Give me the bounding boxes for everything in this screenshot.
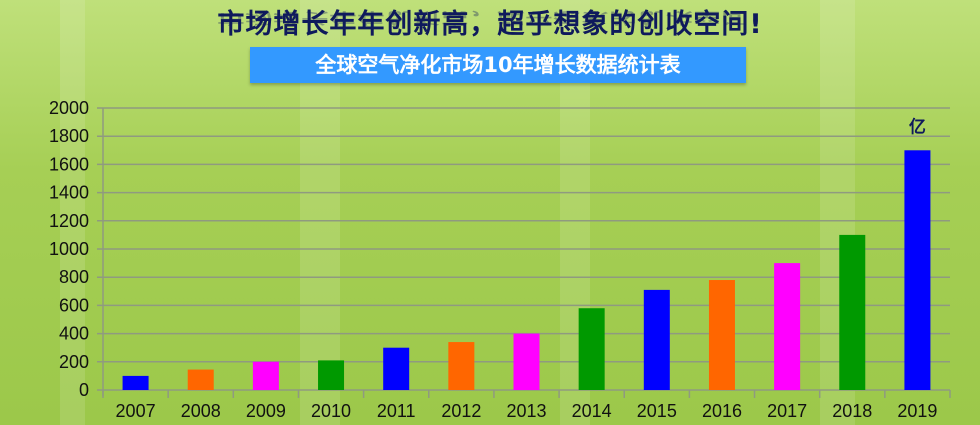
x-tick-label: 2007 [116,401,156,421]
y-tick-label: 2000 [49,98,89,118]
y-tick-label: 1200 [49,211,89,231]
bar-2008 [187,369,214,390]
x-tick-label: 2018 [832,401,872,421]
bar-2009 [252,361,279,390]
bar-2018 [839,234,866,390]
x-tick-label: 2017 [767,401,807,421]
y-tick-label: 600 [59,295,89,315]
x-tick-label: 2015 [637,401,677,421]
bar-2015 [643,289,670,390]
bar-2017 [774,263,801,390]
bar-2007 [122,375,149,390]
x-tick-label: 2011 [377,401,416,421]
bar-2012 [448,342,475,390]
chart-title: 全球空气净化市场10年增长数据统计表 [250,47,746,83]
bar-2014 [578,308,605,390]
x-tick-label: 2016 [702,401,742,421]
bar-2011 [383,347,410,390]
x-tick-label: 2014 [572,401,612,421]
bar-2010 [318,360,345,390]
background-stripe [60,0,85,425]
x-tick-label: 2012 [441,401,481,421]
y-tick-label: 1400 [49,183,89,203]
bar-2016 [708,280,735,390]
y-tick-label: 200 [59,352,89,372]
y-tick-label: 400 [59,324,89,344]
x-tick-label: 2008 [181,401,221,421]
unit-label: 亿 [909,116,926,137]
x-tick-label: 2009 [246,401,286,421]
headline: 市场增长年年创新高，超乎想象的创收空间! [217,9,763,40]
y-tick-label: 1000 [49,239,89,259]
x-tick-label: 2010 [311,401,351,421]
y-tick-label: 800 [59,267,89,287]
y-tick-label: 0 [79,380,89,400]
y-tick-label: 1800 [49,126,89,146]
bar-2019 [904,150,931,390]
x-tick-label: 2019 [897,401,937,421]
bar-2013 [513,333,540,390]
y-tick-label: 1600 [49,154,89,174]
x-tick-label: 2013 [506,401,546,421]
